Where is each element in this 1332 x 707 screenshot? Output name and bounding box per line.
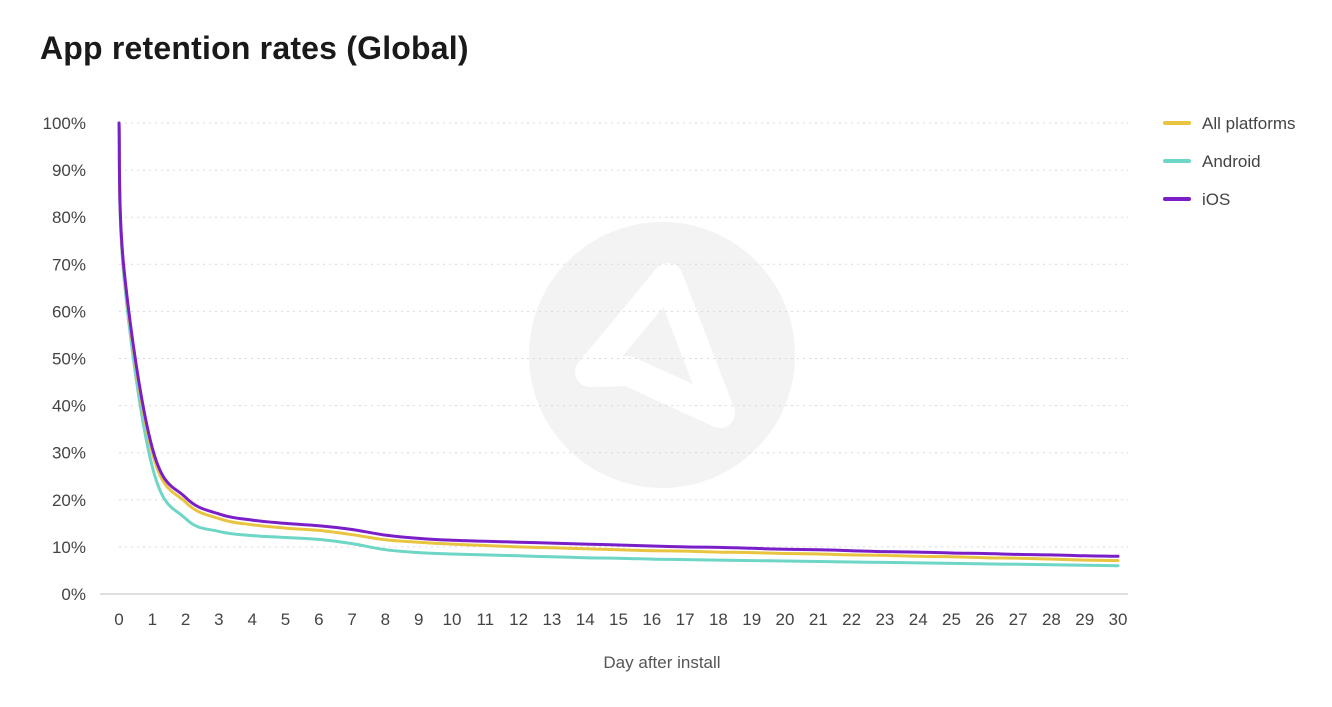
x-tick-label: 28 [1042, 610, 1061, 629]
x-tick-label: 22 [842, 610, 861, 629]
x-tick-label: 29 [1075, 610, 1094, 629]
series-line-ios [117, 121, 1120, 558]
y-tick-label: 30% [52, 444, 86, 463]
legend-label: iOS [1202, 190, 1230, 209]
x-tick-label: 18 [709, 610, 728, 629]
x-tick-label: 23 [875, 610, 894, 629]
x-tick-label: 5 [281, 610, 290, 629]
x-tick-label: 13 [542, 610, 561, 629]
chart-title: App retention rates (Global) [40, 30, 469, 66]
x-tick-label: 19 [742, 610, 761, 629]
x-tick-label: 17 [676, 610, 695, 629]
x-tick-label: 4 [247, 610, 256, 629]
y-tick-label: 50% [52, 350, 86, 369]
series-line-all-platforms [117, 121, 1120, 563]
series-lines [117, 121, 1120, 568]
series-line-android [117, 121, 1120, 568]
x-tick-label: 11 [476, 610, 494, 629]
x-tick-label: 10 [443, 610, 462, 629]
grid-lines [100, 122, 1128, 595]
x-tick-label: 1 [148, 610, 157, 629]
x-tick-label: 21 [809, 610, 828, 629]
x-tick-label: 14 [576, 610, 595, 629]
x-tick-label: 26 [975, 610, 994, 629]
y-tick-label: 90% [52, 161, 86, 180]
y-tick-label: 60% [52, 302, 86, 321]
y-tick-label: 80% [52, 208, 86, 227]
x-tick-label: 7 [347, 610, 356, 629]
y-tick-label: 20% [52, 491, 86, 510]
x-tick-label: 20 [776, 610, 795, 629]
legend-label: All platforms [1202, 114, 1296, 133]
legend: All platforms Android iOS [1163, 114, 1296, 209]
y-tick-label: 70% [52, 255, 86, 274]
x-tick-label: 30 [1109, 610, 1128, 629]
x-tick-label: 27 [1009, 610, 1028, 629]
x-axis-ticks: 0 1 2 3 4 5 6 7 8 9 10 11 12 13 14 15 16 17 18 19 20 21 22 23 24… [114, 610, 1127, 629]
x-tick-label: 6 [314, 610, 323, 629]
y-tick-label: 100% [43, 114, 86, 133]
x-tick-label: 9 [414, 610, 423, 629]
x-tick-label: 3 [214, 610, 223, 629]
x-tick-label: 24 [909, 610, 928, 629]
legend-label: Android [1202, 152, 1261, 171]
x-axis-label: Day after install [603, 653, 720, 672]
x-tick-label: 2 [181, 610, 190, 629]
y-tick-label: 0% [61, 585, 86, 604]
x-tick-label: 15 [609, 610, 628, 629]
x-tick-label: 16 [642, 610, 661, 629]
x-tick-label: 0 [114, 610, 123, 629]
x-tick-label: 25 [942, 610, 961, 629]
y-axis-ticks: 0% 10% 20% 30% 40% 50% 60% 70% 80% 90% 100% [43, 114, 86, 604]
y-tick-label: 10% [52, 538, 86, 557]
x-tick-label: 12 [509, 610, 528, 629]
x-tick-label: 8 [381, 610, 390, 629]
y-tick-label: 40% [52, 397, 86, 416]
watermark-logo [529, 222, 795, 488]
